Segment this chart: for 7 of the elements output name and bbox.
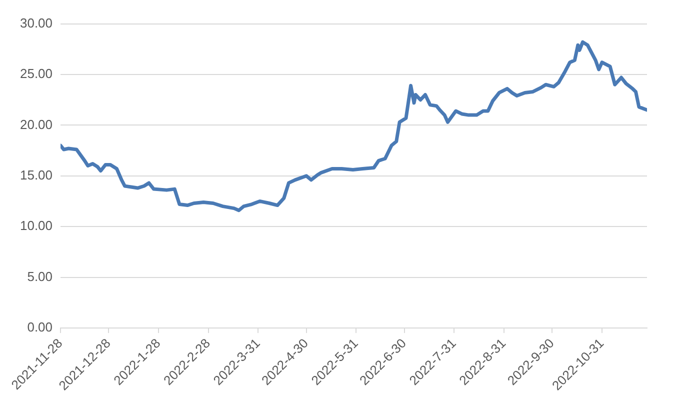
y-tick-label: 10.00: [20, 218, 53, 234]
y-tick-label: 15.00: [20, 167, 53, 182]
y-tick-label: 25.00: [20, 66, 53, 82]
y-tick-label: 5.00: [27, 268, 53, 284]
y-tick-label: 0.00: [27, 320, 53, 335]
y-tick-label: 30.00: [20, 15, 53, 30]
y-tick-label: 20.00: [20, 116, 53, 132]
